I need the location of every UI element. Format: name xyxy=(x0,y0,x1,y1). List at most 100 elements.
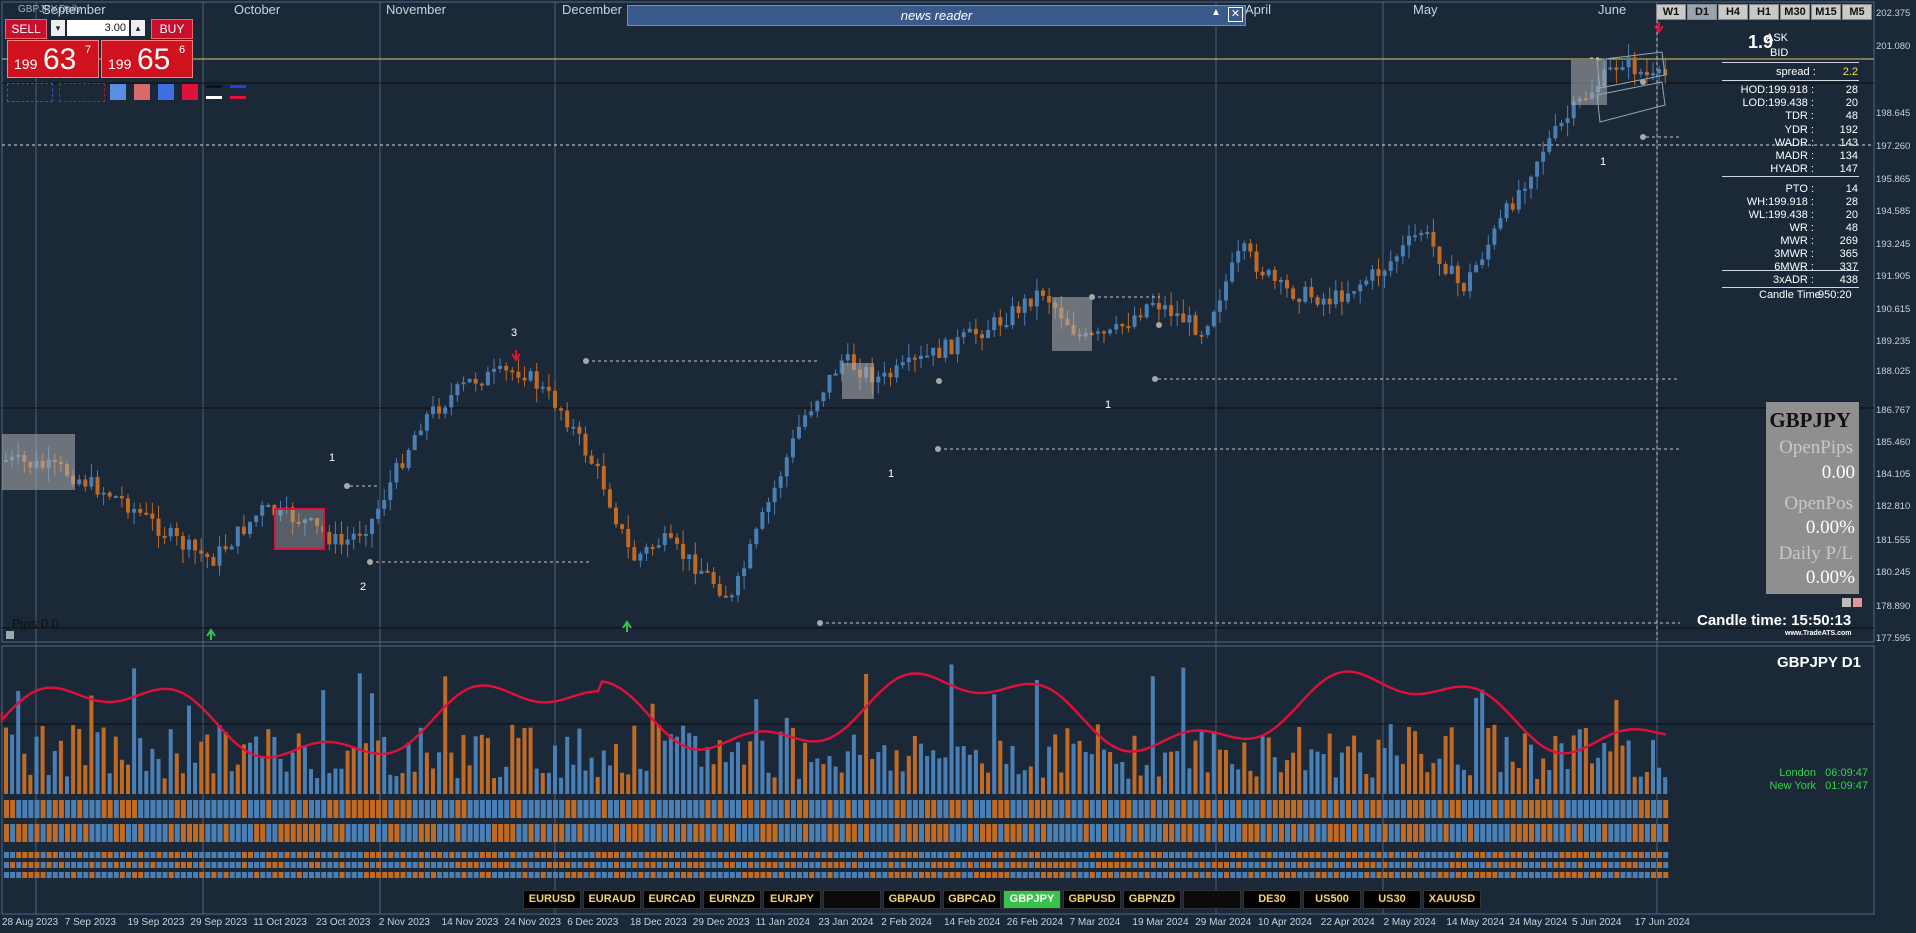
line-swatch-blue[interactable] xyxy=(230,85,246,88)
volume-bar xyxy=(790,727,795,794)
heatmap-cell xyxy=(1565,872,1571,878)
symbol-tab-euraud[interactable]: EURAUD xyxy=(583,890,641,909)
ask-quote[interactable]: 199 65 6 xyxy=(101,40,193,78)
volume-bar xyxy=(150,748,155,794)
heatmap-cell xyxy=(424,852,430,858)
heatmap-cell xyxy=(1034,824,1040,842)
heatmap-cell xyxy=(260,852,266,858)
symbol-tab-gbpaud[interactable]: GBPAUD xyxy=(883,890,941,909)
candle-body xyxy=(180,535,185,550)
symbol-tab-eurjpy[interactable]: EURJPY xyxy=(763,890,821,909)
volume-bar xyxy=(1547,770,1552,794)
timeframe-h1-button[interactable]: H1 xyxy=(1749,4,1779,20)
candle-body xyxy=(583,433,588,456)
heatmap-cell xyxy=(370,824,375,842)
news-reader-bar[interactable]: news reader ▲ ✕ xyxy=(627,5,1246,26)
heatmap-cell xyxy=(736,852,741,858)
volume-bar xyxy=(107,773,112,794)
heatmap-cell xyxy=(168,852,174,858)
candle-body xyxy=(168,527,173,537)
bid-quote[interactable]: 199 63 7 xyxy=(7,40,99,78)
line-swatch-red[interactable] xyxy=(230,96,246,99)
timeframe-h4-button[interactable]: H4 xyxy=(1718,4,1748,20)
bid-fraction: 7 xyxy=(85,44,92,56)
candle-body xyxy=(1394,256,1399,262)
volume-bar xyxy=(485,738,490,794)
symbol-tab-gbpcad[interactable]: GBPCAD xyxy=(943,890,1001,909)
date-tick-label: 24 May 2024 xyxy=(1509,917,1568,928)
symbol-tab-gbpjpy[interactable]: GBPJPY xyxy=(1003,890,1061,909)
color-swatch-red[interactable] xyxy=(182,84,198,100)
timeframe-d1-button[interactable]: D1 xyxy=(1687,4,1717,20)
heatmap-cell xyxy=(955,862,961,868)
symbol-tab-eurnzd[interactable]: EURNZD xyxy=(703,890,761,909)
volume-bar xyxy=(717,740,722,794)
line-swatch-black[interactable] xyxy=(206,85,222,88)
symbol-tab-empty[interactable] xyxy=(823,890,881,909)
candle-body xyxy=(1431,232,1436,247)
symbol-tab-gbpnzd[interactable]: GBPNZD xyxy=(1123,890,1181,909)
timeframe-m5-button[interactable]: M5 xyxy=(1842,4,1872,20)
heatmap-cell xyxy=(540,852,546,858)
heatmap-cell xyxy=(1095,852,1101,858)
close-box-icon[interactable] xyxy=(1853,598,1862,607)
lot-decrease-button[interactable]: ▾ xyxy=(51,20,65,36)
heatmap-cell xyxy=(797,852,802,858)
symbol-tab-gbpusd[interactable]: GBPUSD xyxy=(1063,890,1121,909)
symbol-tab-de30[interactable]: DE30 xyxy=(1243,890,1301,909)
close-icon[interactable]: ✕ xyxy=(1228,7,1243,22)
heatmap-cell xyxy=(199,852,205,858)
volume-bar xyxy=(424,752,429,794)
heatmap-cell xyxy=(1425,800,1431,818)
heatmap-cell xyxy=(992,862,998,868)
line-swatch-white[interactable] xyxy=(206,96,222,99)
heatmap-cell xyxy=(864,862,870,868)
lot-size-input[interactable]: 3.00 xyxy=(67,20,129,36)
heatmap-cell xyxy=(168,824,174,842)
heatmap-cell xyxy=(1102,800,1107,818)
candle-body xyxy=(1327,298,1332,305)
heatmap-cell xyxy=(1529,872,1534,878)
color-swatch-blue[interactable] xyxy=(158,84,174,100)
heatmap-cell xyxy=(919,862,924,868)
heatmap-cell xyxy=(376,872,382,878)
heatmap-cell xyxy=(1583,852,1589,858)
symbol-tab-eurusd[interactable]: EURUSD xyxy=(523,890,581,909)
volume-bar xyxy=(22,753,27,794)
heatmap-cell xyxy=(1059,824,1065,842)
heatmap-cell xyxy=(797,824,802,842)
collapse-icon[interactable]: ▲ xyxy=(1211,7,1221,18)
candle-body xyxy=(723,595,728,598)
volume-bar xyxy=(1291,752,1296,794)
candle-body xyxy=(150,513,155,519)
heatmap-cell xyxy=(784,800,790,818)
lot-increase-button[interactable]: ▴ xyxy=(131,20,145,36)
buy-button[interactable]: BUY xyxy=(151,19,193,39)
rectangle-tool-red[interactable] xyxy=(59,83,105,102)
heatmap-cell xyxy=(1102,824,1107,842)
color-swatch-light-blue[interactable] xyxy=(110,84,126,100)
heatmap-cell xyxy=(864,824,870,842)
sell-button[interactable]: SELL xyxy=(5,19,47,39)
heatmap-cell xyxy=(992,872,998,878)
volume-bar xyxy=(1004,763,1009,794)
symbol-tab-empty[interactable] xyxy=(1183,890,1241,909)
volume-bar xyxy=(455,778,460,794)
volume-bar xyxy=(16,690,21,794)
timeframe-m15-button[interactable]: M15 xyxy=(1811,4,1841,20)
symbol-tab-us500[interactable]: US500 xyxy=(1303,890,1361,909)
heatmap-cell xyxy=(614,800,619,818)
minimize-icon[interactable] xyxy=(1842,598,1851,607)
heatmap-cell xyxy=(540,824,546,842)
symbol-tab-us30[interactable]: US30 xyxy=(1363,890,1421,909)
candle-body xyxy=(1266,269,1271,276)
timeframe-m30-button[interactable]: M30 xyxy=(1780,4,1810,20)
heatmap-cell xyxy=(1571,872,1577,878)
timeframe-w1-button[interactable]: W1 xyxy=(1656,4,1686,20)
panel-toggle-icon[interactable] xyxy=(6,631,14,639)
color-swatch-light-red[interactable] xyxy=(134,84,150,100)
symbol-tab-eurcad[interactable]: EURCAD xyxy=(643,890,701,909)
rectangle-tool-blue[interactable] xyxy=(7,83,53,102)
symbol-tab-xauusd[interactable]: XAUUSD xyxy=(1423,890,1481,909)
